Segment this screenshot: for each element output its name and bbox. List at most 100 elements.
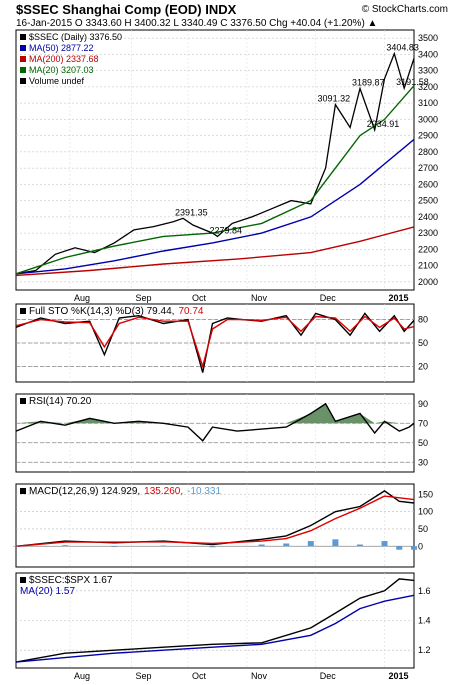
y-tick-label: 2000 [418, 277, 438, 287]
y-tick-label: 70 [418, 418, 428, 428]
panel-frame [15, 483, 415, 568]
x-tick-label: 2015 [389, 293, 409, 303]
y-tick-label: 50 [418, 524, 428, 534]
y-tick-label: 2200 [418, 244, 438, 254]
y-tick-label: 3100 [418, 98, 438, 108]
y-tick-label: 2600 [418, 179, 438, 189]
y-tick-label: 2800 [418, 147, 438, 157]
legend-swatch [20, 488, 26, 494]
legend-label: -10.331 [187, 486, 221, 497]
price-annotation: 3189.87 [352, 78, 385, 88]
panel-macd: 0 50 100 150 MACD(12,26,9) 124.929, 135.260, -… [13, 483, 433, 568]
macd-histogram-bar [356, 544, 363, 547]
x-tick-label: 2015 [389, 671, 409, 681]
panel-price: 2000 2100 2200 2300 2400 2500 2600 2700 2800 2900… [15, 29, 438, 303]
y-tick-label: 2500 [418, 196, 438, 206]
series-ma-20- [15, 594, 415, 663]
legend-label: MA(20) 1.57 [20, 586, 75, 597]
panels: 2000 2100 2200 2300 2400 2500 2600 2700 2800 2900… [13, 29, 438, 681]
series-ma-20- [15, 85, 415, 275]
macd-histogram-bar [411, 546, 417, 550]
legend-label: 70.74 [178, 306, 203, 317]
legend-label: MACD(12,26,9) 124.929, [29, 486, 140, 497]
macd-histogram-bar [209, 546, 216, 548]
y-tick-label: 100 [418, 507, 433, 517]
panel-frame [15, 393, 415, 473]
legend-label: $SSEC:$SPX 1.67 [29, 575, 113, 586]
legend-swatch [20, 67, 26, 73]
brand-watermark: © StockCharts.com [362, 4, 448, 15]
legend-label: Volume undef [29, 76, 85, 86]
macd-histogram-bar [307, 541, 314, 547]
price-annotation: 3191.58 [396, 77, 429, 87]
legend-label: MA(200) 2337.68 [29, 54, 99, 64]
macd-histogram-bar [283, 543, 290, 547]
legend-swatch [20, 398, 26, 404]
series--d [15, 315, 415, 369]
series--k [15, 312, 415, 373]
x-tick-label: Nov [251, 671, 268, 681]
x-tick-label: Dec [320, 671, 337, 681]
price-annotation: 3404.83 [386, 43, 419, 53]
y-tick-label: 2900 [418, 131, 438, 141]
x-tick-label: Nov [251, 293, 268, 303]
y-tick-label: 30 [418, 457, 428, 467]
rsi-overbought-fill [16, 403, 414, 424]
price-annotation: 3091.32 [318, 94, 351, 104]
price-annotation: 2279.84 [209, 225, 242, 235]
x-tick-label: Oct [192, 671, 207, 681]
series-ma-50- [15, 138, 415, 275]
legend-swatch [20, 308, 26, 314]
panel-rsi: 30 50 70 90 RSI(14) 70.20 [15, 393, 428, 473]
y-tick-label: 2700 [418, 163, 438, 173]
legend-swatch [20, 78, 26, 84]
x-tick-label: Sep [135, 293, 151, 303]
legend-label: RSI(14) 70.20 [29, 396, 92, 407]
y-tick-label: 3000 [418, 114, 438, 124]
y-tick-label: 20 [418, 361, 428, 371]
y-tick-label: 3400 [418, 49, 438, 59]
macd-histogram-bar [258, 544, 265, 547]
x-tick-label: Sep [135, 671, 151, 681]
legend-swatch [20, 56, 26, 62]
price-annotation: 2934.91 [367, 119, 400, 129]
y-tick-label: 3300 [418, 66, 438, 76]
legend-label: 135.260, [144, 486, 183, 497]
x-tick-label: Oct [192, 293, 207, 303]
panel-frame [15, 572, 415, 669]
symbol-title: $SSEC Shanghai Comp (EOD) INDX [16, 2, 237, 17]
panel-frame [15, 29, 415, 291]
x-tick-label: Aug [74, 293, 90, 303]
macd-histogram-bar [332, 539, 339, 547]
y-tick-label: 80 [418, 315, 428, 325]
y-tick-label: 3200 [418, 82, 438, 92]
series-rsi [15, 402, 415, 442]
quote-line: 16-Jan-2015 O 3343.60 H 3400.32 L 3340.4… [16, 18, 377, 29]
macd-histogram-bar [62, 545, 69, 547]
legend-label: $SSEC (Daily) 3376.50 [29, 32, 122, 42]
y-tick-label: 1.2 [418, 645, 431, 655]
y-tick-label: 150 [418, 489, 433, 499]
macd-histogram-bar [111, 546, 118, 547]
x-tick-label: Dec [320, 293, 337, 303]
macd-histogram-bar [13, 546, 19, 547]
series-signal [15, 495, 415, 547]
legend-swatch [20, 34, 26, 40]
legend-swatch [20, 45, 26, 51]
macd-histogram-bar [160, 545, 167, 547]
price-annotation: 2391.35 [175, 207, 208, 217]
y-tick-label: 2400 [418, 212, 438, 222]
y-tick-label: 50 [418, 438, 428, 448]
x-tick-label: Aug [74, 671, 90, 681]
macd-histogram-bar [396, 546, 403, 550]
y-tick-label: 1.6 [418, 586, 431, 596]
y-tick-label: 2100 [418, 261, 438, 271]
y-tick-label: 50 [418, 338, 428, 348]
series--ssec-spx [15, 578, 415, 663]
legend-swatch [20, 577, 26, 583]
legend-label: MA(50) 2877.22 [29, 43, 94, 53]
y-tick-label: 0 [418, 541, 423, 551]
